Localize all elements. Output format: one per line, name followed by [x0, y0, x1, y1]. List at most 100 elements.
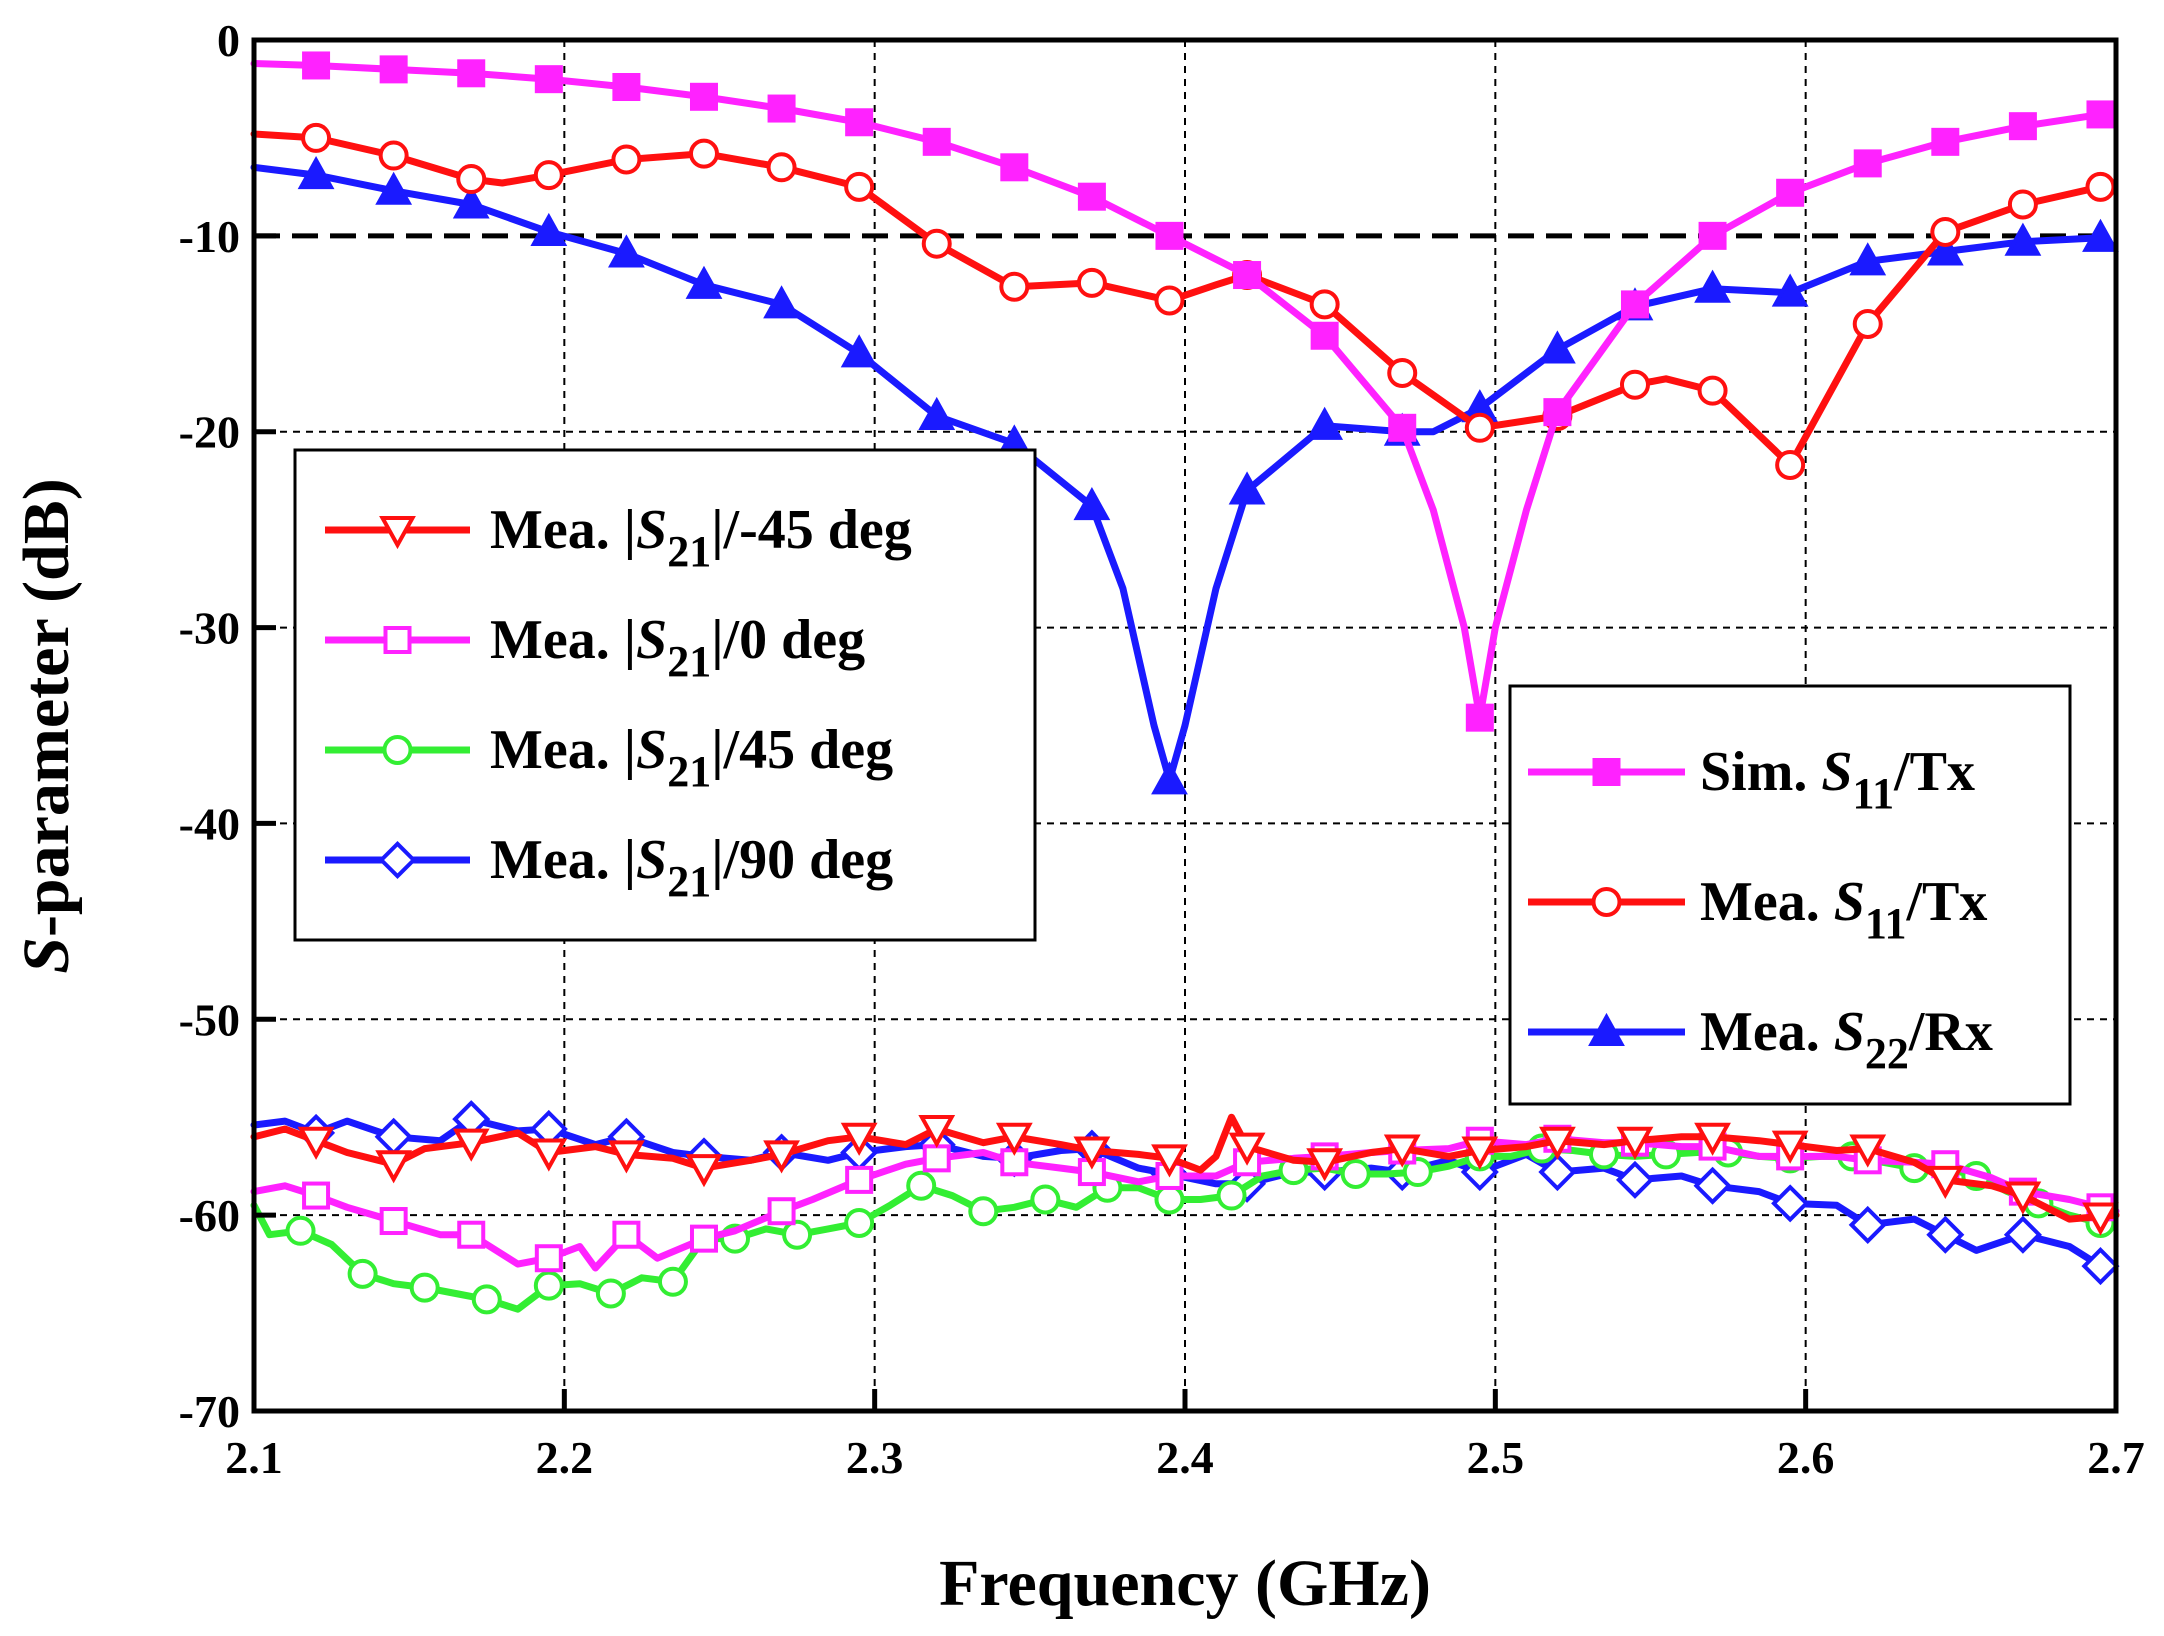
data-point-mea_s11 [1076, 267, 1107, 298]
legend-label-subscript: 21 [667, 747, 711, 796]
data-point-s21m45 [1849, 1134, 1887, 1168]
legend-swatch-marker [1592, 758, 1621, 786]
legend-label-subscript: 21 [667, 527, 711, 576]
data-point-s21m45 [840, 1122, 878, 1156]
data-point-s21_90 [1848, 1205, 1887, 1244]
data-point-s21_45 [471, 1284, 502, 1315]
legend-label-symbol: S [636, 829, 667, 891]
legend-swatch-marker [378, 840, 417, 880]
data-point-mea_s11 [301, 122, 332, 153]
legend-label-symbol: S [1821, 741, 1852, 803]
data-point-s21_45 [1216, 1180, 1247, 1211]
data-point-s21m45 [608, 1140, 645, 1174]
data-point-mea_s22 [685, 265, 723, 299]
data-point-s21m45 [1926, 1165, 1964, 1200]
data-point-s21m45 [1383, 1134, 1421, 1168]
x-axis-title: Frequency (GHz) [939, 1547, 1431, 1620]
x-tick-label: 2.7 [2087, 1432, 2145, 1483]
data-point-sim_s11 [1931, 127, 1960, 156]
data-point-s21_45 [1030, 1184, 1061, 1215]
data-point-mea_s11 [1154, 285, 1185, 316]
y-tick-label: -10 [179, 211, 240, 262]
legend-label-symbol: S [636, 499, 667, 561]
data-point-mea_s11 [1930, 216, 1961, 247]
legend-label-suffix: |/45 deg [711, 719, 893, 781]
data-point-mea_s22 [1073, 487, 1111, 521]
data-point-s21_0 [534, 1244, 563, 1273]
series-line-mea_s22 [250, 163, 2104, 784]
y-axis-title-rest: -parameter (dB) [10, 478, 83, 937]
data-point-s21m45 [1151, 1144, 1188, 1178]
y-tick-label: 0 [217, 15, 240, 66]
legend-label: Mea. |S21|/0 deg [490, 609, 865, 686]
data-point-mea_s22 [2082, 218, 2119, 252]
legend-label-symbol: S [636, 719, 667, 781]
data-point-s21_45 [533, 1270, 564, 1301]
data-point-s21m45 [995, 1122, 1033, 1156]
legend-label-suffix: /Tx [1893, 741, 1975, 803]
x-tick-label: 2.5 [1467, 1432, 1525, 1483]
legend-swatch-marker [379, 516, 416, 550]
legend-swatch-marker [1588, 1012, 1625, 1046]
legend-entry-s21_0: Mea. |S21|/0 deg [325, 609, 865, 686]
axis-ticks: 2.1 2.2 2.3 2.4 2.5 2.6 2.7 0 -10 -20 -30 -40 -50 -60… [179, 15, 2145, 1483]
legend-entry-mea_s11: Mea. S11/Tx [1528, 871, 1987, 948]
legend-label-subscript: 11 [1865, 899, 1907, 948]
data-point-sim_s11 [1310, 321, 1339, 350]
y-tick-label: -20 [179, 407, 240, 458]
data-point-mea_s11 [611, 144, 642, 175]
legend-label: Mea. S11/Tx [1700, 871, 1987, 948]
data-point-s21m45 [375, 1150, 413, 1184]
data-point-s21_90 [374, 1117, 413, 1156]
legend-label-suffix: |/-45 deg [711, 499, 912, 561]
data-point-s21_0 [767, 1197, 796, 1226]
data-point-mea_s11 [533, 160, 564, 191]
legend-label-symbol: S [636, 609, 667, 671]
data-point-s21_0 [922, 1144, 951, 1173]
x-tick-label: 2.4 [1156, 1432, 1214, 1483]
data-point-mea_s22 [375, 171, 413, 205]
legend-label: Sim. S11/Tx [1700, 741, 1975, 818]
data-point-s21_45 [409, 1272, 440, 1303]
data-point-mea_s11 [766, 152, 797, 183]
legend-label-prefix: Mea. | [490, 719, 636, 781]
data-point-mea_s22 [1771, 273, 1809, 307]
data-point-s21m45 [530, 1138, 568, 1172]
legend-entry-mea_s22: Mea. S22/Rx [1528, 1001, 1993, 1078]
series-sim_s11 [250, 51, 2115, 732]
data-point-mea_s22 [1849, 242, 1887, 276]
data-point-mea_s11 [456, 164, 487, 195]
data-point-mea_s11 [844, 171, 875, 202]
legend-label-symbol: S [1834, 871, 1865, 933]
data-point-mea_s22 [918, 396, 956, 431]
series-layer [250, 51, 2120, 1315]
legend-label-suffix: /Tx [1905, 871, 1987, 933]
data-point-s21_0 [379, 1207, 408, 1236]
data-point-s21m45 [1694, 1122, 1731, 1156]
legend-label-suffix: /Rx [1908, 1001, 1993, 1063]
data-point-s21m45 [2082, 1202, 2119, 1236]
data-point-s21_0 [457, 1220, 486, 1249]
data-point-s21_0 [302, 1181, 331, 1210]
data-point-sim_s11 [845, 108, 874, 137]
data-point-mea_s11 [1387, 357, 1418, 388]
data-point-s21_0 [845, 1165, 874, 1194]
data-point-mea_s22 [1306, 406, 1344, 440]
legend-label-prefix: Mea. [1700, 871, 1834, 933]
data-point-sim_s11 [1233, 261, 1262, 290]
legend-label-prefix: Sim. [1700, 741, 1821, 803]
data-point-mea_s22 [1694, 269, 1731, 303]
data-point-s21_45 [844, 1207, 875, 1238]
data-point-s21m45 [763, 1140, 800, 1174]
data-point-sim_s11 [1077, 182, 1106, 211]
data-point-s21_45 [906, 1170, 937, 1201]
data-point-sim_s11 [767, 94, 796, 123]
legend-swatch-marker [382, 735, 413, 765]
data-point-s21_45 [1154, 1184, 1185, 1215]
data-point-s21m45 [1616, 1126, 1654, 1160]
data-point-mea_s11 [1697, 375, 1728, 406]
x-tick-label: 2.6 [1777, 1432, 1835, 1483]
data-point-mea_s11 [1464, 412, 1495, 443]
data-point-sim_s11 [534, 65, 563, 94]
data-point-s21m45 [1771, 1130, 1809, 1164]
